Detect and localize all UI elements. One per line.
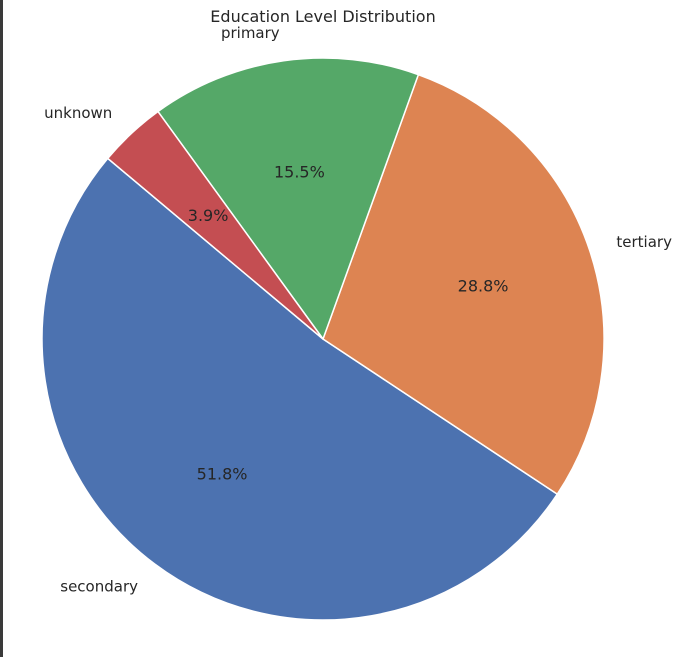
pie-slice-unknown (106, 110, 324, 340)
pct-label-unknown: 3.9% (188, 206, 229, 225)
pct-label-secondary: 51.8% (197, 465, 248, 484)
slice-label-unknown: unknown (44, 104, 112, 122)
pie-slice-primary (157, 57, 420, 340)
pie-chart: 51.8% secondary 28.8% tertiary 15.5% primary 3… (41, 24, 672, 621)
pie-slice-secondary (41, 157, 559, 621)
pct-label-primary: 15.5% (274, 163, 325, 182)
pie-slice-tertiary (322, 73, 605, 495)
slice-label-tertiary: tertiary (616, 233, 672, 251)
chart-figure: Education Level Distribution 51.8% second… (3, 0, 685, 657)
slice-label-secondary: secondary (60, 578, 138, 596)
slice-label-primary: primary (221, 24, 280, 42)
pct-label-tertiary: 28.8% (458, 277, 509, 296)
chart-title: Education Level Distribution (210, 7, 436, 26)
